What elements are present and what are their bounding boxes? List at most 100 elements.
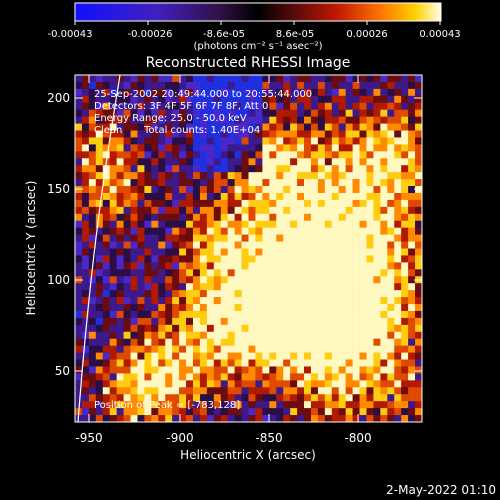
heatmap-pixel — [310, 116, 319, 124]
heatmap-pixel — [158, 88, 166, 97]
heatmap-pixel — [192, 387, 201, 395]
heatmap-pixel — [283, 123, 291, 131]
heatmap-pixel — [241, 123, 249, 131]
heatmap-pixel — [199, 255, 208, 263]
heatmap-pixel — [123, 359, 131, 367]
heatmap-pixel — [283, 75, 291, 83]
heatmap-pixel — [317, 387, 326, 395]
heatmap-pixel — [130, 394, 138, 402]
heatmap-pixel — [199, 137, 208, 145]
heatmap-pixel — [165, 283, 173, 291]
heatmap-pixel — [88, 352, 97, 360]
heatmap-pixel — [75, 234, 83, 242]
heatmap-pixel — [220, 317, 228, 326]
heatmap-pixel — [116, 179, 124, 187]
heatmap-pixel — [116, 75, 124, 83]
heatmap-pixel — [331, 88, 340, 97]
heatmap-pixel — [199, 269, 208, 277]
heatmap-pixel — [359, 220, 367, 228]
heatmap-pixel — [102, 304, 110, 312]
heatmap-pixel — [310, 234, 319, 242]
heatmap-pixel — [345, 144, 353, 152]
heatmap-pixel — [366, 88, 374, 97]
heatmap-pixel — [317, 297, 326, 305]
heatmap-pixel — [304, 158, 312, 166]
heatmap-pixel — [116, 199, 124, 208]
heatmap-pixel — [359, 415, 367, 422]
heatmap-pixel — [255, 81, 263, 90]
heatmap-pixel — [317, 109, 326, 117]
heatmap-pixel — [394, 380, 402, 388]
heatmap-pixel — [179, 199, 187, 208]
heatmap-pixel — [290, 130, 298, 138]
x-tick-label: -800 — [344, 431, 371, 445]
heatmap-pixel — [165, 220, 173, 228]
heatmap-pixel — [283, 109, 291, 117]
heatmap-pixel — [179, 123, 187, 131]
heatmap-pixel — [81, 81, 90, 90]
heatmap-pixel — [304, 192, 312, 201]
heatmap-pixel — [373, 415, 381, 422]
heatmap-pixel — [88, 130, 97, 138]
heatmap-pixel — [220, 116, 228, 124]
x-axis-label: Heliocentric X (arcsec) — [180, 448, 316, 462]
heatmap-pixel — [415, 165, 422, 173]
heatmap-pixel — [310, 317, 319, 326]
heatmap-pixel — [109, 88, 117, 97]
heatmap-pixel — [394, 75, 402, 83]
heatmap-pixel — [317, 206, 326, 215]
heatmap-pixel — [123, 310, 131, 319]
heatmap-pixel — [415, 304, 422, 312]
heatmap-pixel — [81, 241, 90, 249]
heatmap-pixel — [248, 394, 256, 402]
heatmap-pixel — [102, 137, 110, 145]
heatmap-pixel — [213, 345, 222, 353]
heatmap-pixel — [172, 213, 180, 222]
heatmap-pixel — [352, 408, 360, 416]
heatmap-pixel — [234, 144, 242, 152]
heatmap-pixel — [123, 366, 131, 374]
heatmap-pixel — [81, 234, 90, 242]
heatmap-pixel — [262, 352, 270, 360]
heatmap-pixel — [352, 380, 360, 388]
heatmap-pixel — [151, 165, 159, 173]
heatmap-pixel — [172, 269, 180, 277]
heatmap-pixel — [109, 373, 117, 381]
heatmap-pixel — [206, 75, 215, 83]
heatmap-pixel — [137, 179, 145, 187]
heatmap-pixel — [75, 366, 83, 374]
heatmap-pixel — [199, 88, 208, 97]
heatmap-pixel — [234, 109, 242, 117]
heatmap-pixel — [165, 408, 173, 416]
heatmap-pixel — [123, 394, 131, 402]
heatmap-pixel — [408, 415, 416, 422]
heatmap-pixel — [345, 102, 353, 110]
heatmap-pixel — [394, 227, 402, 235]
heatmap-pixel — [81, 123, 90, 131]
heatmap-pixel — [269, 75, 277, 83]
heatmap-pixel — [123, 123, 131, 131]
heatmap-pixel — [102, 387, 110, 395]
heatmap-pixel — [137, 352, 145, 360]
heatmap-pixel — [151, 408, 159, 416]
heatmap-pixel — [324, 220, 333, 228]
heatmap-pixel — [352, 116, 360, 124]
heatmap-pixel — [88, 234, 97, 242]
heatmap-pixel — [338, 324, 346, 333]
heatmap-pixel — [165, 109, 173, 117]
heatmap-pixel — [227, 276, 235, 284]
heatmap-pixel — [401, 158, 409, 166]
heatmap-pixel — [186, 241, 194, 249]
heatmap-pixel — [213, 199, 222, 208]
heatmap-pixel — [408, 158, 416, 166]
heatmap-pixel — [88, 373, 97, 381]
heatmap-pixel — [151, 123, 159, 131]
heatmap-pixel — [137, 116, 145, 124]
heatmap-pixel — [95, 297, 104, 305]
heatmap-pixel — [165, 241, 173, 249]
heatmap-pixel — [276, 213, 284, 222]
heatmap-pixel — [387, 366, 395, 374]
heatmap-pixel — [401, 130, 409, 138]
heatmap-pixel — [158, 373, 166, 381]
heatmap-pixel — [394, 255, 402, 263]
